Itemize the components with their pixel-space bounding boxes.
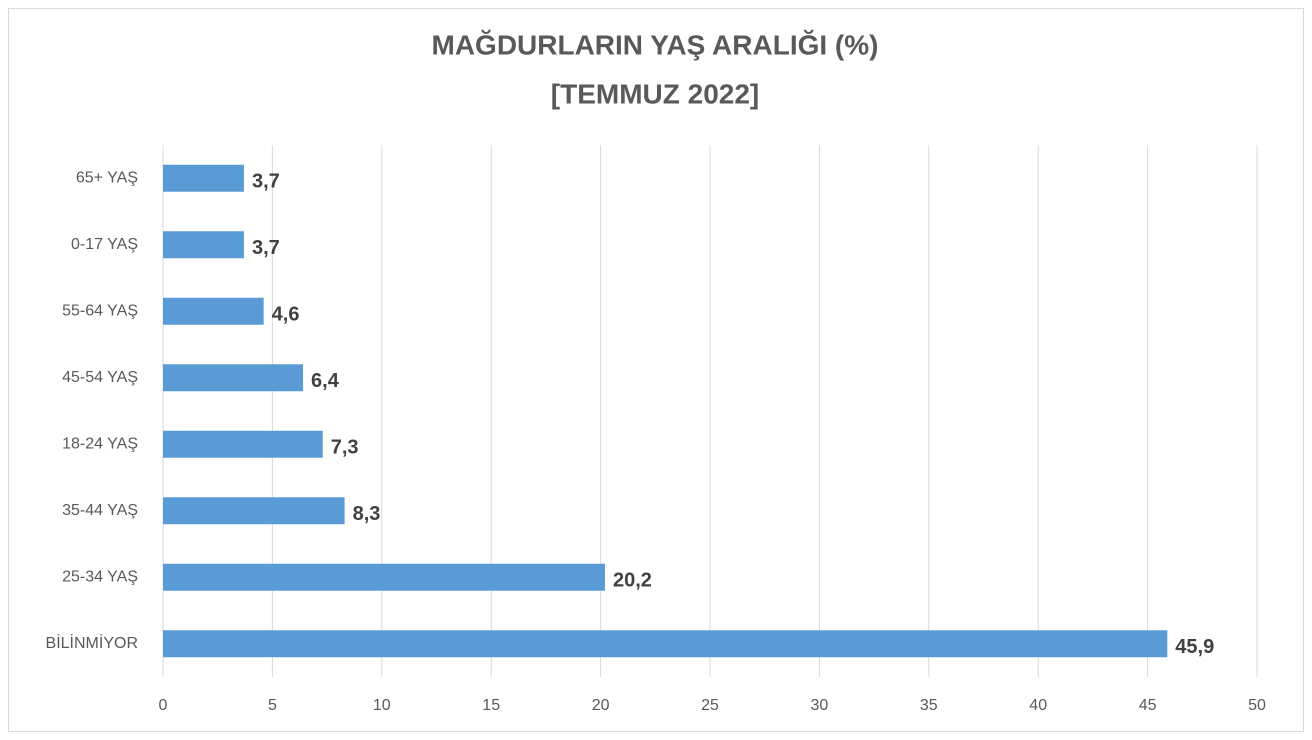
- chart-subtitle: [TEMMUZ 2022]: [551, 78, 759, 109]
- bar: [163, 563, 605, 591]
- data-label: 20,2: [613, 570, 652, 592]
- x-tick-label: 10: [373, 697, 391, 714]
- data-label: 3,7: [252, 171, 280, 193]
- data-label: 7,3: [331, 437, 359, 459]
- bar: [163, 297, 264, 325]
- bar: [163, 364, 304, 392]
- y-tick-label: BİLİNMİYOR: [46, 633, 138, 652]
- y-tick-label: 65+ YAŞ: [76, 169, 138, 186]
- bar: [163, 497, 345, 525]
- x-tick-label: 35: [920, 697, 938, 714]
- data-label: 45,9: [1175, 636, 1214, 658]
- data-label: 3,7: [252, 237, 280, 259]
- y-tick-label: 25-34 YAŞ: [62, 568, 138, 585]
- bar: [163, 164, 244, 192]
- y-tick-label: 55-64 YAŞ: [62, 302, 138, 319]
- data-label: 8,3: [353, 503, 381, 525]
- y-tick-label: 45-54 YAŞ: [62, 369, 138, 386]
- data-label: 6,4: [311, 370, 340, 392]
- bar: [163, 231, 244, 259]
- y-tick-label: 18-24 YAŞ: [62, 435, 138, 452]
- x-tick-label: 50: [1248, 697, 1266, 714]
- x-tick-label: 25: [701, 697, 719, 714]
- y-tick-label: 35-44 YAŞ: [62, 502, 138, 519]
- y-tick-label: 0-17 YAŞ: [71, 236, 138, 253]
- x-tick-label: 20: [592, 697, 610, 714]
- x-tick-label: 0: [159, 697, 168, 714]
- bar: [163, 630, 1168, 658]
- x-tick-label: 5: [268, 697, 277, 714]
- x-tick-label: 15: [482, 697, 500, 714]
- x-tick-label: 45: [1139, 697, 1157, 714]
- bar: [163, 430, 323, 458]
- x-tick-label: 40: [1029, 697, 1047, 714]
- data-label: 4,6: [272, 304, 300, 326]
- chart-title: MAĞDURLARIN YAŞ ARALIĞI (%): [432, 29, 879, 60]
- x-tick-label: 30: [811, 697, 829, 714]
